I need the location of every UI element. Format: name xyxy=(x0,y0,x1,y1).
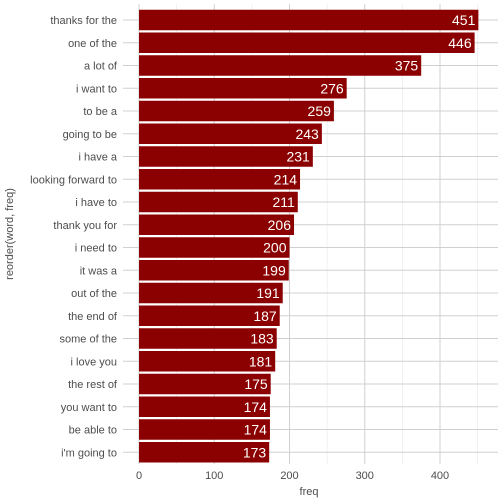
value-label-thank-you-for: 206 xyxy=(268,217,292,233)
value-label-the-end-of: 187 xyxy=(253,308,277,324)
y-tick-labels: thanks for the one of the a lot of i want t… xyxy=(30,15,118,459)
y-tick-label-i-m-going-to: i'm going to xyxy=(61,447,117,459)
y-tick-label-looking-forward-to: looking forward to xyxy=(30,174,117,186)
y-tick-label-i-love-you: i love you xyxy=(71,356,117,368)
bar-thanks-for-the xyxy=(139,9,479,31)
value-label-going-to-be: 243 xyxy=(295,126,319,142)
bar-a-lot-of xyxy=(139,55,422,76)
bar-going-to-be xyxy=(139,123,322,144)
bar-it-was-a xyxy=(139,260,289,281)
value-label-it-was-a: 199 xyxy=(262,262,286,278)
bar-i-have-to xyxy=(139,191,298,213)
bar-i-need-to xyxy=(139,237,290,258)
bar-i-love-you xyxy=(139,351,276,372)
value-label-to-be-a: 259 xyxy=(308,103,332,119)
value-label-i-have-a: 231 xyxy=(286,149,310,165)
bar-you-want-to xyxy=(139,396,270,417)
y-tick-label-i-want-to: i want to xyxy=(76,83,117,95)
bar-one-of-the xyxy=(139,32,475,53)
x-tick-label-200: 200 xyxy=(280,470,298,482)
value-label-looking-forward-to: 214 xyxy=(274,171,298,187)
x-tick-labels: 0 100 200 300 400 xyxy=(136,470,449,482)
value-label-you-want-to: 174 xyxy=(244,399,268,415)
y-tick-label-thank-you-for: thank you for xyxy=(53,220,117,232)
value-label-i-love-you: 181 xyxy=(249,353,273,369)
y-tick-label-going-to-be: going to be xyxy=(63,129,117,141)
bar-some-of-the xyxy=(139,328,277,349)
value-label-i-have-to: 211 xyxy=(272,194,295,210)
x-tick-label-100: 100 xyxy=(205,470,223,482)
bar-i-want-to xyxy=(139,78,347,99)
x-tick-label-0: 0 xyxy=(136,470,142,482)
value-label-a-lot-of: 375 xyxy=(395,58,419,74)
bar-the-rest-of xyxy=(139,373,271,395)
y-tick-label-be-able-to: be able to xyxy=(69,425,117,437)
x-tick-label-300: 300 xyxy=(356,470,374,482)
value-label-the-rest-of: 175 xyxy=(244,376,268,392)
y-axis-title: reorder(word, freq) xyxy=(4,188,16,280)
y-tick-label-a-lot-of: a lot of xyxy=(84,61,118,73)
bar-be-able-to xyxy=(139,419,270,440)
value-label-some-of-the: 183 xyxy=(250,331,274,347)
y-tick-label-i-have-a: i have a xyxy=(78,152,117,164)
bars: 451 446 375 276 259 243 231 214 211 206 200 199 191 1… xyxy=(139,9,479,463)
value-label-be-able-to: 174 xyxy=(244,422,268,438)
value-label-thanks-for-the: 451 xyxy=(452,12,476,28)
y-tick-label-thanks-for-the: thanks for the xyxy=(50,15,117,27)
y-tick-label-some-of-the: some of the xyxy=(60,334,117,346)
y-tick-label-i-have-to: i have to xyxy=(75,197,117,209)
value-label-i-need-to: 200 xyxy=(263,240,287,256)
y-tick-label-one-of-the: one of the xyxy=(68,38,117,50)
bar-thank-you-for xyxy=(139,214,295,235)
bar-the-end-of xyxy=(139,305,280,326)
value-label-i-m-going-to: 173 xyxy=(243,444,267,460)
value-label-i-want-to: 276 xyxy=(320,80,344,96)
y-tick-label-it-was-a: it was a xyxy=(80,265,118,277)
value-label-out-of-the: 191 xyxy=(256,285,280,301)
y-tick-label-you-want-to: you want to xyxy=(61,402,117,414)
y-tick-label-the-end-of: the end of xyxy=(68,311,118,323)
y-tick-label-to-be-a: to be a xyxy=(83,106,118,118)
x-tick-label-400: 400 xyxy=(431,470,449,482)
bar-to-be-a xyxy=(139,100,334,122)
bar-out-of-the xyxy=(139,282,283,304)
y-tick-label-the-rest-of: the rest of xyxy=(68,379,118,391)
x-axis-title: freq xyxy=(300,486,319,498)
bar-i-m-going-to xyxy=(139,442,270,463)
value-label-one-of-the: 446 xyxy=(448,35,472,51)
y-tick-label-i-need-to: i need to xyxy=(75,243,117,255)
bar-looking-forward-to xyxy=(139,169,301,190)
y-tick-label-out-of-the: out of the xyxy=(71,288,117,300)
bar-i-have-a xyxy=(139,146,313,167)
